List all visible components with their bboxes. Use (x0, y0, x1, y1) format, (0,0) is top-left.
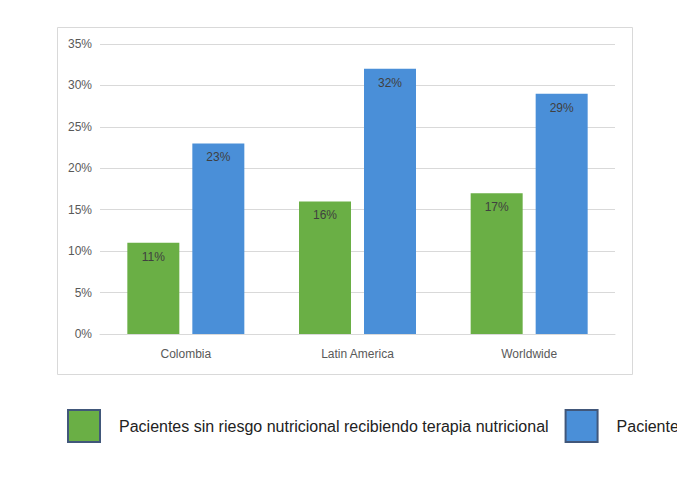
svg-text:15%: 15% (68, 203, 92, 217)
svg-text:Pacientes sin riesgo nutricion: Pacientes sin riesgo nutricional recibie… (119, 418, 549, 435)
svg-text:29%: 29% (550, 101, 574, 115)
svg-text:35%: 35% (68, 37, 92, 51)
svg-text:32%: 32% (378, 76, 402, 90)
svg-text:0%: 0% (75, 327, 93, 341)
svg-text:Latin America: Latin America (321, 347, 394, 361)
svg-text:16%: 16% (313, 208, 337, 222)
svg-text:Worldwide: Worldwide (501, 347, 557, 361)
svg-text:5%: 5% (75, 286, 93, 300)
svg-text:20%: 20% (68, 161, 92, 175)
svg-text:Colombia: Colombia (160, 347, 211, 361)
svg-text:23%: 23% (206, 150, 230, 164)
svg-text:17%: 17% (485, 200, 509, 214)
svg-text:Pacientes con riesgo nutricion: Pacientes con riesgo nutricional recibie… (617, 418, 677, 435)
svg-text:30%: 30% (68, 78, 92, 92)
svg-text:25%: 25% (68, 120, 92, 134)
svg-text:11%: 11% (142, 250, 165, 264)
svg-text:10%: 10% (68, 244, 92, 258)
